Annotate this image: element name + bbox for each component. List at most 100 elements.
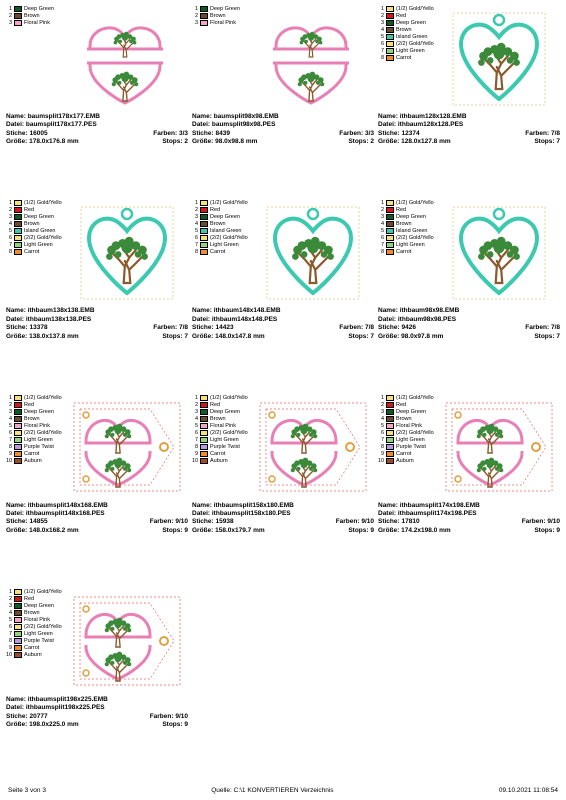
legend-row: 1 (1/2) Gold/Yello: [378, 6, 434, 12]
legend-row: 10 Auburn: [6, 458, 62, 464]
legend-label: Carrot: [24, 451, 39, 457]
legend-label: Deep Green: [396, 409, 426, 415]
legend-row: 3 Deep Green: [192, 214, 248, 220]
info-name: Name: ithbaum128x128.EMB: [378, 113, 560, 121]
legend-num: 4: [192, 221, 198, 227]
info-row: Größe: 178.0x176.8 mm Stops: 2: [6, 138, 188, 146]
legend-swatch: [386, 221, 394, 227]
legend-label: Red: [24, 207, 34, 213]
legend-row: 7 Light Green: [6, 631, 62, 637]
legend-swatch: [14, 200, 22, 206]
legend-row: 6 (2/2) Gold/Yello: [192, 235, 248, 241]
legend-row: 5 Floral Pink: [6, 423, 62, 429]
info-name: Name: ithbaumsplit174x198.EMB: [378, 502, 560, 510]
legend-num: 2: [378, 13, 384, 19]
legend-label: Red: [396, 13, 406, 19]
legend-row: 3 Floral Pink: [192, 20, 244, 26]
legend-num: 5: [378, 34, 384, 40]
info-datei: Datei: ithbaum148x148.PES: [192, 316, 374, 324]
legend-label: Floral Pink: [24, 20, 50, 26]
legend-label: Island Green: [210, 228, 242, 234]
legend-label: Floral Pink: [24, 423, 50, 429]
legend-swatch: [200, 228, 208, 234]
legend-num: 8: [192, 444, 198, 450]
legend-row: 4 Brown: [378, 416, 434, 422]
legend-num: 7: [6, 242, 12, 248]
legend-row: 6 (2/2) Gold/Yello: [192, 430, 248, 436]
design-info: Name: ithbaum138x138.EMB Datei: ithbaum1…: [6, 307, 188, 341]
legend-num: 2: [6, 596, 12, 602]
legend-num: 5: [378, 423, 384, 429]
info-row: Größe: 174.2x198.0 mm Stops: 9: [378, 527, 560, 535]
legend-row: 5 Island Green: [192, 228, 248, 234]
legend-label: Red: [210, 207, 220, 213]
legend-num: 7: [192, 242, 198, 248]
design-thumb: [252, 395, 374, 500]
legend-num: 4: [6, 416, 12, 422]
legend-row: 4 Brown: [6, 610, 62, 616]
legend-label: Brown: [210, 13, 226, 19]
legend-label: Carrot: [210, 451, 225, 457]
legend-num: 2: [192, 13, 198, 19]
info-name: Name: baumsplit98x98.EMB: [192, 113, 374, 121]
legend-num: 6: [6, 235, 12, 241]
legend-row: 10 Auburn: [6, 652, 62, 658]
legend-num: 8: [192, 249, 198, 255]
legend-label: Carrot: [396, 451, 411, 457]
legend-label: Deep Green: [210, 409, 240, 415]
legend-swatch: [200, 214, 208, 220]
design-thumb: [66, 395, 188, 500]
legend-row: 1 (1/2) Gold/Yello: [6, 395, 62, 401]
legend-label: (1/2) Gold/Yello: [396, 6, 434, 12]
legend-label: Brown: [396, 221, 412, 227]
design-cell: 1 (1/2) Gold/Yello 2 Red 3 Deep Green 4 …: [192, 395, 374, 585]
legend-label: Auburn: [24, 458, 42, 464]
color-legend: 1 (1/2) Gold/Yello 2 Red 3 Deep Green 4 …: [6, 200, 62, 305]
info-name: Name: ithbaumsplit158x180.EMB: [192, 502, 374, 510]
legend-label: Purple Twist: [396, 444, 426, 450]
design-thumb: [438, 6, 560, 111]
legend-swatch: [200, 451, 208, 457]
legend-row: 2 Red: [378, 207, 434, 213]
color-legend: 1 (1/2) Gold/Yello 2 Red 3 Deep Green 4 …: [192, 395, 248, 500]
legend-label: (2/2) Gold/Yello: [24, 235, 62, 241]
legend-row: 3 Deep Green: [378, 20, 434, 26]
info-row: Stiche: 14855 Farben: 9/10: [6, 518, 188, 526]
info-datei: Datei: ithbaumsplit174x198.PES: [378, 510, 560, 518]
legend-label: Light Green: [396, 437, 425, 443]
legend-num: 2: [192, 207, 198, 213]
legend-label: Purple Twist: [24, 444, 54, 450]
cell-top: 1 (1/2) Gold/Yello 2 Red 3 Deep Green 4 …: [192, 200, 374, 305]
cell-top: 1 Deep Green 2 Brown 3 Floral Pink: [6, 6, 188, 111]
legend-label: Brown: [210, 416, 226, 422]
legend-swatch: [200, 221, 208, 227]
legend-row: 10 Auburn: [192, 458, 248, 464]
legend-swatch: [14, 645, 22, 651]
legend-label: Deep Green: [24, 214, 54, 220]
legend-swatch: [14, 249, 22, 255]
legend-swatch: [386, 409, 394, 415]
legend-swatch: [386, 242, 394, 248]
legend-row: 9 Carrot: [378, 451, 434, 457]
design-thumb: [66, 589, 188, 694]
legend-row: 3 Deep Green: [6, 409, 62, 415]
legend-swatch: [200, 249, 208, 255]
design-cell: 1 (1/2) Gold/Yello 2 Red 3 Deep Green 4 …: [6, 589, 188, 779]
info-row: Stiche: 13378 Farben: 7/8: [6, 324, 188, 332]
legend-swatch: [200, 200, 208, 206]
legend-num: 3: [192, 409, 198, 415]
page: 1 Deep Green 2 Brown 3 Floral Pink: [0, 0, 566, 800]
legend-label: Carrot: [210, 249, 225, 255]
legend-num: 6: [378, 430, 384, 436]
legend-num: 2: [378, 207, 384, 213]
info-datei: Datei: ithbaumsplit198x225.PES: [6, 704, 188, 712]
legend-num: 9: [6, 645, 12, 651]
info-row: Größe: 148.0x168.2 mm Stops: 9: [6, 527, 188, 535]
info-name: Name: ithbaum98x98.EMB: [378, 307, 560, 315]
legend-row: 5 Floral Pink: [192, 423, 248, 429]
design-info: Name: baumsplit98x98.EMB Datei: baumspli…: [192, 113, 374, 147]
legend-row: 9 Carrot: [192, 451, 248, 457]
info-row: Größe: 128.0x127.8 mm Stops: 7: [378, 138, 560, 146]
legend-row: 7 Light Green: [378, 242, 434, 248]
legend-row: 2 Red: [6, 596, 62, 602]
